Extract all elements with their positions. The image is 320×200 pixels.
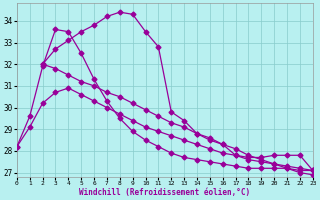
X-axis label: Windchill (Refroidissement éolien,°C): Windchill (Refroidissement éolien,°C) [79, 188, 250, 197]
